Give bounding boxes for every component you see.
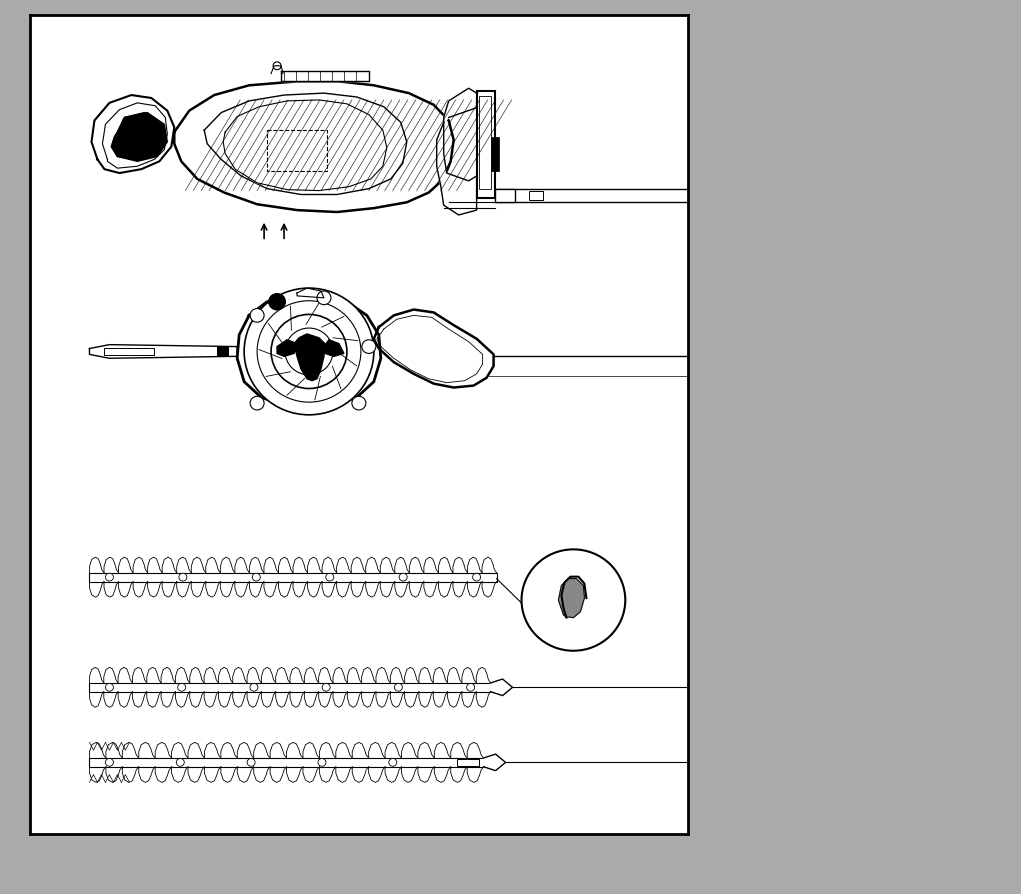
Circle shape — [522, 550, 625, 651]
Circle shape — [179, 574, 187, 581]
Circle shape — [244, 289, 374, 416]
Circle shape — [252, 574, 260, 581]
Circle shape — [247, 759, 255, 766]
Circle shape — [269, 293, 286, 311]
Polygon shape — [374, 310, 493, 388]
Polygon shape — [294, 334, 325, 381]
Polygon shape — [90, 345, 237, 358]
Polygon shape — [204, 94, 406, 195]
Circle shape — [361, 341, 376, 354]
Polygon shape — [111, 114, 161, 160]
Polygon shape — [175, 82, 453, 213]
Circle shape — [394, 684, 402, 691]
Polygon shape — [324, 341, 344, 357]
Bar — [90, 573, 496, 582]
Circle shape — [389, 759, 397, 766]
Polygon shape — [437, 89, 477, 215]
Circle shape — [467, 684, 475, 691]
Circle shape — [250, 684, 258, 691]
Polygon shape — [92, 96, 175, 173]
Circle shape — [323, 684, 330, 691]
Circle shape — [105, 574, 113, 581]
Circle shape — [105, 684, 113, 691]
Polygon shape — [558, 579, 584, 618]
Circle shape — [105, 759, 113, 766]
Bar — [90, 758, 484, 767]
Polygon shape — [484, 755, 505, 771]
Polygon shape — [277, 341, 297, 357]
Circle shape — [177, 759, 184, 766]
Bar — [494, 190, 515, 203]
Bar — [90, 683, 491, 692]
Bar — [217, 346, 229, 357]
Polygon shape — [281, 72, 369, 82]
Circle shape — [352, 397, 366, 410]
Bar — [104, 348, 154, 356]
Circle shape — [250, 309, 264, 323]
Bar — [268, 131, 327, 172]
Bar — [490, 138, 498, 172]
Circle shape — [318, 759, 326, 766]
Circle shape — [459, 759, 468, 766]
Bar — [456, 759, 479, 766]
Bar — [477, 92, 494, 199]
Circle shape — [250, 397, 264, 410]
Polygon shape — [237, 297, 381, 408]
Polygon shape — [490, 679, 513, 696]
Circle shape — [473, 574, 481, 581]
Circle shape — [178, 684, 186, 691]
Bar — [479, 97, 490, 190]
Circle shape — [326, 574, 334, 581]
Bar — [529, 191, 543, 201]
Circle shape — [317, 291, 331, 306]
Circle shape — [399, 574, 407, 581]
Polygon shape — [111, 114, 167, 162]
Polygon shape — [224, 101, 387, 191]
